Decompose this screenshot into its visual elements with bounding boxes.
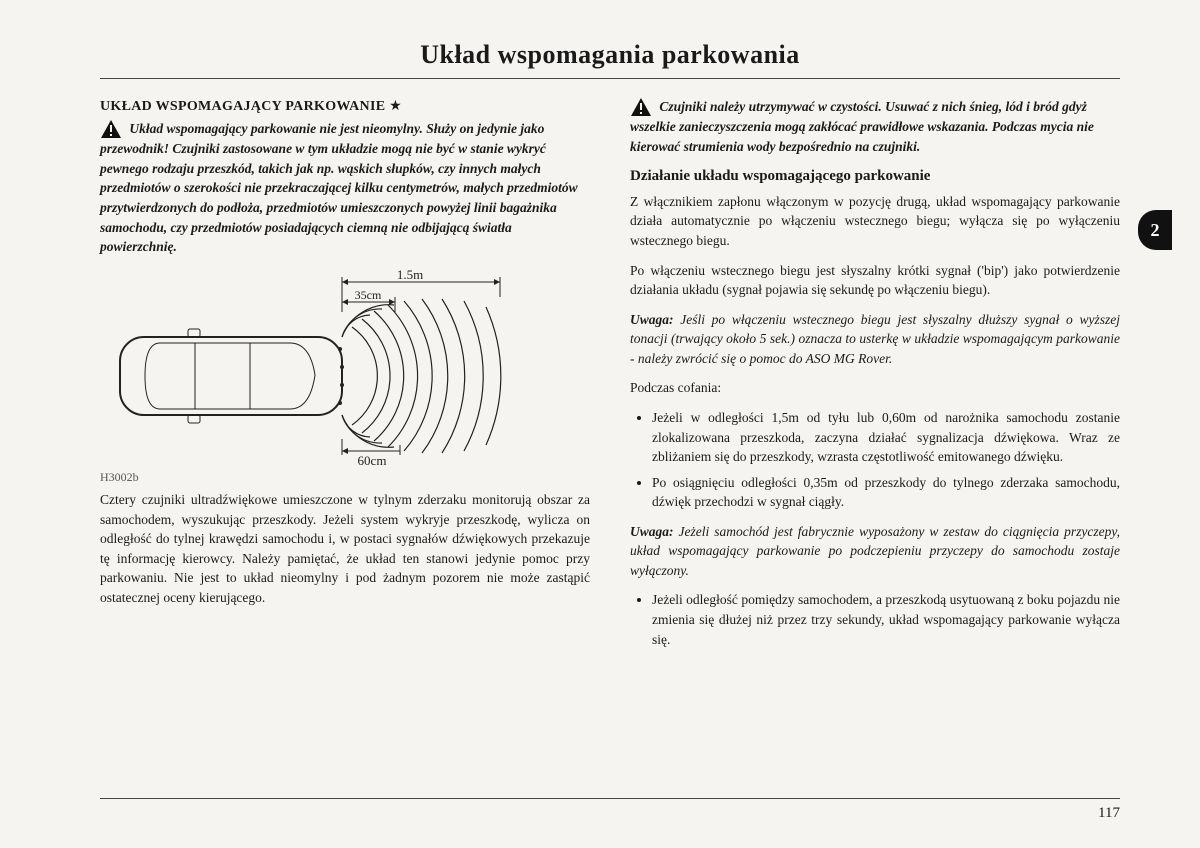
figure-code: H3002b bbox=[100, 469, 139, 486]
car-outline bbox=[120, 329, 344, 423]
dim-60cm: 60cm bbox=[358, 453, 387, 467]
list-item: Po osiągnięciu odległości 0,35m od przes… bbox=[652, 473, 1120, 512]
page-title: Układ wspomagania parkowania bbox=[100, 40, 1120, 79]
page-number: 117 bbox=[1098, 805, 1120, 821]
corner-arcs bbox=[342, 304, 394, 447]
left-warning: Układ wspomagający parkowanie nie jest n… bbox=[100, 119, 590, 256]
section-tab: 2 bbox=[1138, 210, 1172, 250]
right-note-1: Uwaga: Jeśli po włączeniu wstecznego bie… bbox=[630, 310, 1120, 369]
right-warning-text: Czujniki należy utrzymywać w czystości. … bbox=[630, 99, 1094, 154]
note-body: Jeżeli samochód jest fabrycznie wyposażo… bbox=[630, 524, 1120, 578]
dim-35cm: 35cm bbox=[355, 288, 382, 302]
note-body: Jeśli po włączeniu wstecznego biegu jest… bbox=[630, 312, 1120, 366]
right-paragraph-3: Podczas cofania: bbox=[630, 378, 1120, 398]
bullet-list-2: Jeżeli odległość pomiędzy samochodem, a … bbox=[630, 590, 1120, 649]
left-column: UKŁAD WSPOMAGAJĄCY PARKOWANIE ★ Układ ws… bbox=[100, 97, 590, 659]
right-paragraph-2: Po włączeniu wstecznego biegu jest słysz… bbox=[630, 261, 1120, 300]
note-label: Uwaga: bbox=[630, 524, 674, 539]
page-footer: 117 bbox=[100, 798, 1120, 822]
warning-triangle-icon bbox=[630, 97, 652, 117]
right-paragraph-1: Z włącznikiem zapłonu włączonym w pozycj… bbox=[630, 192, 1120, 251]
right-note-2: Uwaga: Jeżeli samochód jest fabrycznie w… bbox=[630, 522, 1120, 581]
list-item: Jeżeli w odległości 1,5m od tyłu lub 0,6… bbox=[652, 408, 1120, 467]
dim-1-5m: 1.5m bbox=[397, 267, 423, 282]
left-paragraph-1: Cztery czujniki ultradźwiękowe umieszczo… bbox=[100, 490, 590, 607]
right-warning: Czujniki należy utrzymywać w czystości. … bbox=[630, 97, 1120, 156]
parking-sensor-diagram: 1.5m 35cm bbox=[100, 267, 590, 486]
warning-triangle-icon bbox=[100, 119, 122, 139]
right-subheading: Działanie układu wspomagającego parkowan… bbox=[630, 166, 1120, 188]
star-icon: ★ bbox=[385, 99, 402, 114]
right-column: Czujniki należy utrzymywać w czystości. … bbox=[630, 97, 1120, 659]
note-label: Uwaga: bbox=[630, 312, 674, 327]
bullet-list-1: Jeżeli w odległości 1,5m od tyłu lub 0,6… bbox=[630, 408, 1120, 512]
two-column-layout: UKŁAD WSPOMAGAJĄCY PARKOWANIE ★ Układ ws… bbox=[100, 97, 1120, 659]
heading-text: UKŁAD WSPOMAGAJĄCY PARKOWANIE bbox=[100, 99, 385, 114]
sonar-arcs bbox=[352, 299, 501, 453]
list-item: Jeżeli odległość pomiędzy samochodem, a … bbox=[652, 590, 1120, 649]
left-warning-text: Układ wspomagający parkowanie nie jest n… bbox=[100, 121, 578, 254]
left-heading: UKŁAD WSPOMAGAJĄCY PARKOWANIE ★ bbox=[100, 97, 590, 117]
